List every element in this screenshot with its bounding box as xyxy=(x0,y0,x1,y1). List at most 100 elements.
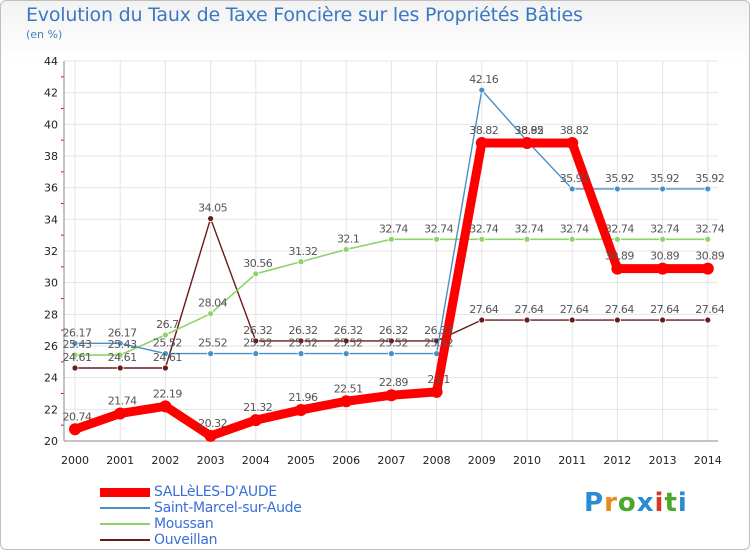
data-label: 32.1 xyxy=(337,232,360,245)
legend-swatch-sallelles xyxy=(100,488,150,497)
data-label: 32.74 xyxy=(695,222,724,235)
data-label: 23.1 xyxy=(427,373,450,386)
legend-label: SALLèLES-D'AUDE xyxy=(154,484,277,500)
data-point xyxy=(656,262,669,275)
data-label: 26.17 xyxy=(63,326,92,339)
line-chart: 20 22 24 26 28 30 32 34 36 38 40 42 44 2000 2001 2002 20… xyxy=(44,55,725,467)
data-label: 25.43 xyxy=(108,338,137,351)
data-point xyxy=(342,350,350,358)
data-point xyxy=(207,310,215,318)
data-point xyxy=(342,337,350,345)
data-point xyxy=(252,270,260,278)
data-point xyxy=(387,235,395,243)
data-label: 27.64 xyxy=(560,303,589,316)
logo-letter: i xyxy=(677,488,688,518)
data-label: 26.17 xyxy=(108,326,137,339)
data-point xyxy=(566,137,579,150)
legend-label: Saint-Marcel-sur-Aude xyxy=(154,500,302,516)
logo-letter: o xyxy=(617,488,637,518)
data-point xyxy=(568,235,576,243)
data-point xyxy=(523,235,531,243)
data-point xyxy=(116,339,124,347)
data-point xyxy=(523,316,531,324)
data-label: 42.16 xyxy=(469,73,498,86)
x-tick-label: 2009 xyxy=(468,454,496,467)
data-label: 25.52 xyxy=(153,337,182,350)
x-tick-label: 2002 xyxy=(151,454,179,467)
logo-letter: t xyxy=(664,488,678,518)
legend-label: Ouveillan xyxy=(154,532,218,548)
data-point xyxy=(116,364,124,372)
y-tick-label: 20 xyxy=(44,435,58,448)
data-point xyxy=(611,262,624,275)
data-point xyxy=(297,337,305,345)
data-point xyxy=(430,385,443,398)
data-point xyxy=(207,350,215,358)
data-point xyxy=(385,389,398,402)
data-label: 38.82 xyxy=(515,124,544,137)
data-point xyxy=(659,235,666,243)
proxiti-logo: Proxiti xyxy=(584,488,688,518)
y-tick-label: 38 xyxy=(44,150,58,163)
data-label: 27.64 xyxy=(515,303,544,316)
data-point xyxy=(387,350,395,358)
data-label: 32.74 xyxy=(515,222,544,235)
data-point xyxy=(71,339,79,347)
y-tick-label: 34 xyxy=(44,213,58,226)
data-label: 30.89 xyxy=(695,250,724,263)
chart-title: Evolution du Taux de Taxe Foncière sur l… xyxy=(26,4,583,26)
data-point xyxy=(475,137,488,150)
data-point xyxy=(297,350,305,358)
legend-swatch-moussan xyxy=(100,523,150,525)
data-point xyxy=(295,403,307,416)
data-point xyxy=(161,331,169,339)
x-tick-label: 2013 xyxy=(649,454,677,467)
data-label: 25.52 xyxy=(334,337,363,350)
x-tick-label: 2003 xyxy=(197,454,225,467)
x-tick-label: 2012 xyxy=(603,454,631,467)
x-tick-label: 2014 xyxy=(694,454,722,467)
data-label: 34.05 xyxy=(198,202,227,215)
data-label: 31.32 xyxy=(289,245,318,258)
y-tick-label: 22 xyxy=(44,403,58,416)
data-point xyxy=(478,316,486,324)
data-point xyxy=(704,316,712,324)
data-point xyxy=(71,351,79,359)
data-label: 32.74 xyxy=(560,222,589,235)
data-label: 25.43 xyxy=(63,338,92,351)
data-label: 21.96 xyxy=(289,391,318,404)
data-label: 27.64 xyxy=(469,303,498,316)
data-point xyxy=(116,351,124,359)
data-label: 32.74 xyxy=(650,222,679,235)
data-label: 38.82 xyxy=(560,124,589,137)
data-label: 35.92 xyxy=(560,172,589,185)
data-label: 35.92 xyxy=(605,172,634,185)
data-label: 22.19 xyxy=(153,387,182,400)
data-point xyxy=(204,429,217,442)
data-point xyxy=(114,407,127,420)
data-point xyxy=(340,395,353,408)
data-label: 26.32 xyxy=(289,324,318,337)
y-tick-label: 44 xyxy=(44,55,58,68)
y-tick-label: 30 xyxy=(44,277,58,290)
y-tick-label: 26 xyxy=(44,340,58,353)
data-label: 24.61 xyxy=(108,351,137,364)
axes: 20 22 24 26 28 30 32 34 36 38 40 42 44 2000 2001 2002 20… xyxy=(44,55,722,467)
data-label: 21.32 xyxy=(243,401,272,414)
data-label: 22.51 xyxy=(334,382,363,395)
data-point xyxy=(478,235,486,243)
data-label: 28.04 xyxy=(198,297,227,310)
data-point xyxy=(252,337,260,345)
data-point xyxy=(521,137,533,150)
data-point xyxy=(614,316,621,324)
data-label: 38.82 xyxy=(469,124,498,137)
data-label: 24.61 xyxy=(63,351,92,364)
x-tick-label: 2010 xyxy=(513,454,541,467)
data-label: 27.64 xyxy=(605,303,634,316)
x-tick-label: 2001 xyxy=(106,454,134,467)
data-point xyxy=(161,364,169,372)
x-tick-label: 2008 xyxy=(423,454,451,467)
data-point xyxy=(71,364,79,372)
data-label: 22.89 xyxy=(379,376,408,389)
data-point xyxy=(614,185,621,193)
